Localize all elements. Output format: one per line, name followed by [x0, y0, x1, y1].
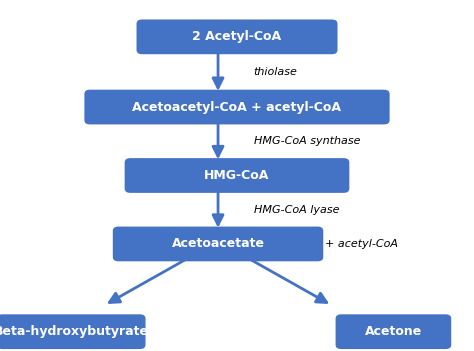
- FancyBboxPatch shape: [113, 227, 323, 261]
- Text: + acetyl-CoA: + acetyl-CoA: [325, 239, 398, 249]
- FancyBboxPatch shape: [0, 314, 146, 349]
- Text: Beta-hydroxybutyrate: Beta-hydroxybutyrate: [0, 325, 149, 338]
- FancyBboxPatch shape: [137, 19, 337, 54]
- FancyBboxPatch shape: [84, 90, 390, 125]
- Text: HMG-CoA synthase: HMG-CoA synthase: [254, 136, 360, 146]
- Text: Acetone: Acetone: [365, 325, 422, 338]
- Text: HMG-CoA lyase: HMG-CoA lyase: [254, 205, 339, 215]
- Text: 2 Acetyl-CoA: 2 Acetyl-CoA: [192, 30, 282, 44]
- Text: Acetoacetyl-CoA + acetyl-CoA: Acetoacetyl-CoA + acetyl-CoA: [133, 100, 341, 114]
- FancyBboxPatch shape: [336, 314, 451, 349]
- Text: thiolase: thiolase: [254, 67, 298, 77]
- FancyBboxPatch shape: [125, 158, 349, 193]
- Text: Acetoacetate: Acetoacetate: [172, 237, 264, 251]
- Text: HMG-CoA: HMG-CoA: [204, 169, 270, 182]
